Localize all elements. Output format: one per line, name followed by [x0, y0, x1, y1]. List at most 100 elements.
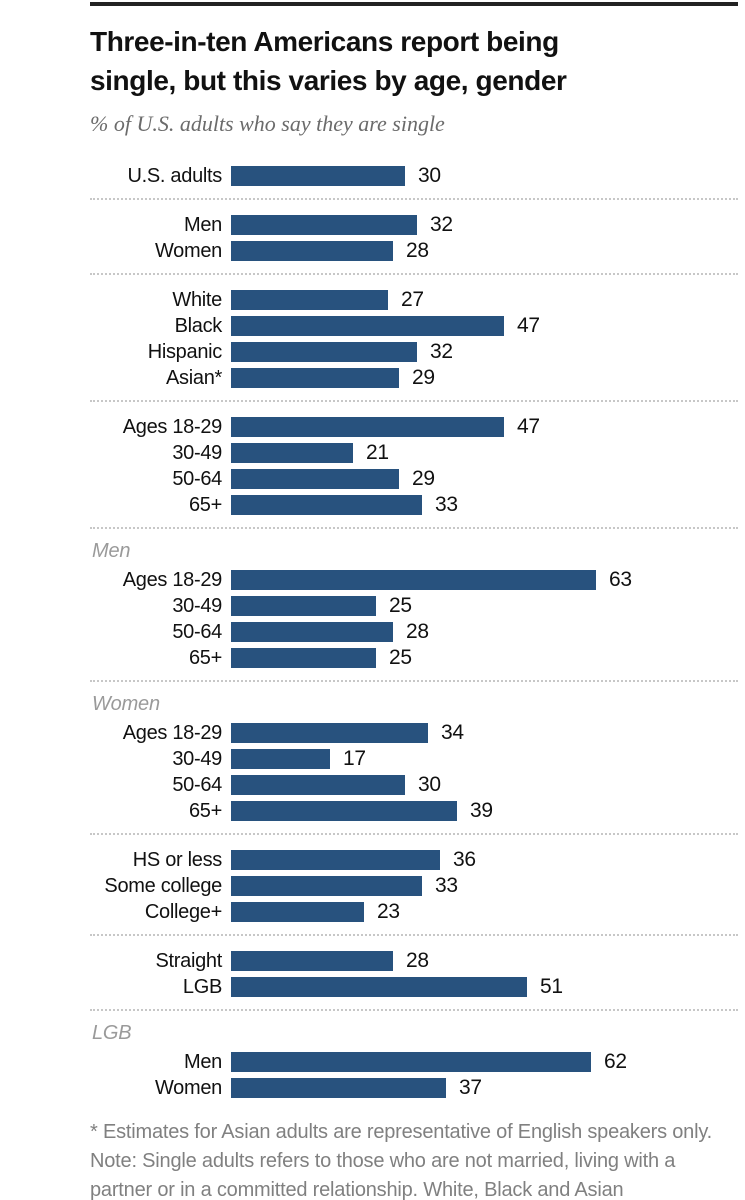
bar-row: Women 37 — [90, 1075, 738, 1101]
bar-row: Ages 18-29 63 — [90, 567, 738, 593]
bar-row-label: Black — [174, 314, 223, 337]
bar-row-label: Some college — [104, 874, 222, 897]
bar — [231, 902, 364, 922]
bar — [231, 215, 417, 235]
bar-value: 25 — [389, 646, 412, 669]
bar-value: 32 — [430, 340, 453, 363]
bar-row-label: 50-64 — [172, 773, 222, 796]
top-rule — [90, 2, 738, 6]
bar — [231, 775, 405, 795]
bar-row: 65+ 25 — [90, 645, 738, 671]
chart-title-line2: single, but this varies by age, gender — [90, 65, 567, 96]
bar-row: 50-64 30 — [90, 772, 738, 798]
bar-value: 29 — [412, 366, 435, 389]
bar-row: Black 47 — [90, 313, 738, 339]
bar-row-label: Hispanic — [147, 340, 223, 363]
bar-value: 21 — [366, 441, 389, 464]
bar-value: 47 — [517, 314, 540, 337]
bar-value: 25 — [389, 594, 412, 617]
section-label: Women — [92, 693, 160, 715]
bar-value: 28 — [406, 620, 429, 643]
bar-row: HS or less 36 — [90, 847, 738, 873]
bar — [231, 648, 376, 668]
group-divider — [90, 198, 738, 200]
group-divider — [90, 934, 738, 936]
bar-value: 30 — [418, 773, 441, 796]
bar — [231, 723, 428, 743]
bar-row-label: Ages 18-29 — [122, 568, 223, 591]
bar — [231, 977, 527, 997]
bar — [231, 368, 399, 388]
bar-row-label: 30-49 — [172, 594, 222, 617]
bar-row: 30-49 17 — [90, 746, 738, 772]
bar-row-label: White — [172, 288, 222, 311]
bar-row: 30-49 25 — [90, 593, 738, 619]
bar — [231, 166, 405, 186]
bar — [231, 951, 393, 971]
bar-row: Ages 18-29 47 — [90, 414, 738, 440]
bar-row-label: 50-64 — [172, 467, 222, 490]
chart-subtitle: % of U.S. adults who say they are single — [90, 111, 445, 136]
bar-value: 51 — [540, 975, 563, 998]
bar — [231, 316, 504, 336]
chart-title: Three-in-ten Americans report being sing… — [90, 22, 738, 100]
bar-value: 28 — [406, 949, 429, 972]
bar-row: Some college 33 — [90, 873, 738, 899]
bar-row-label: 50-64 — [172, 620, 222, 643]
bar — [231, 417, 504, 437]
bar-row-label: Women — [154, 239, 222, 262]
bar-value: 34 — [441, 721, 464, 744]
bar-row-label: Men — [183, 1050, 222, 1073]
bar-row: 65+ 39 — [90, 798, 738, 824]
bar — [231, 342, 417, 362]
bar-row: Women 28 — [90, 238, 738, 264]
note-text: Note: Single adults refers to those who … — [90, 1150, 676, 1200]
bar — [231, 290, 388, 310]
bar-row: College+ 23 — [90, 899, 738, 925]
group-divider — [90, 1009, 738, 1011]
bar-row: White 27 — [90, 287, 738, 313]
bar-row-label: Men — [183, 213, 222, 236]
group-divider — [90, 527, 738, 529]
bar-value: 30 — [418, 164, 441, 187]
bar — [231, 241, 393, 261]
bar-row-label: Ages 18-29 — [122, 415, 223, 438]
bar-row: LGB 51 — [90, 974, 738, 1000]
bar-row-label: 30-49 — [172, 441, 222, 464]
bar-row-label: U.S. adults — [127, 164, 222, 187]
bar — [231, 1052, 591, 1072]
bar — [231, 1078, 446, 1098]
group-divider — [90, 833, 738, 835]
bar — [231, 749, 330, 769]
bar-value: 29 — [412, 467, 435, 490]
bar-row-label: Ages 18-29 — [122, 721, 223, 744]
bar-value: 28 — [406, 239, 429, 262]
bar — [231, 850, 440, 870]
bar-row: Hispanic 32 — [90, 339, 738, 365]
section-label: LGB — [92, 1022, 132, 1044]
bar-row-label: Straight — [155, 949, 222, 972]
chart-title-line1: Three-in-ten Americans report being — [90, 26, 559, 57]
group-divider — [90, 680, 738, 682]
bar-row: 65+ 33 — [90, 492, 738, 518]
bar — [231, 801, 457, 821]
bar-row: 50-64 29 — [90, 466, 738, 492]
asterisk-footnote: * Estimates for Asian adults are represe… — [90, 1121, 713, 1143]
bar — [231, 495, 422, 515]
bar-row: 30-49 21 — [90, 440, 738, 466]
bar-row: Asian* 29 — [90, 365, 738, 391]
bar-value: 23 — [377, 900, 400, 923]
bar — [231, 443, 353, 463]
group-divider — [90, 273, 738, 275]
bar-chart: Three-in-ten Americans report being sing… — [90, 0, 738, 1200]
bar-value: 17 — [343, 747, 366, 770]
bar-row: Straight 28 — [90, 948, 738, 974]
group-divider — [90, 400, 738, 402]
bar — [231, 622, 393, 642]
bar-value: 27 — [401, 288, 424, 311]
bar-value: 47 — [517, 415, 540, 438]
bar-value: 37 — [459, 1076, 482, 1099]
bar-value: 62 — [604, 1050, 627, 1073]
bar-row: Ages 18-29 34 — [90, 720, 738, 746]
